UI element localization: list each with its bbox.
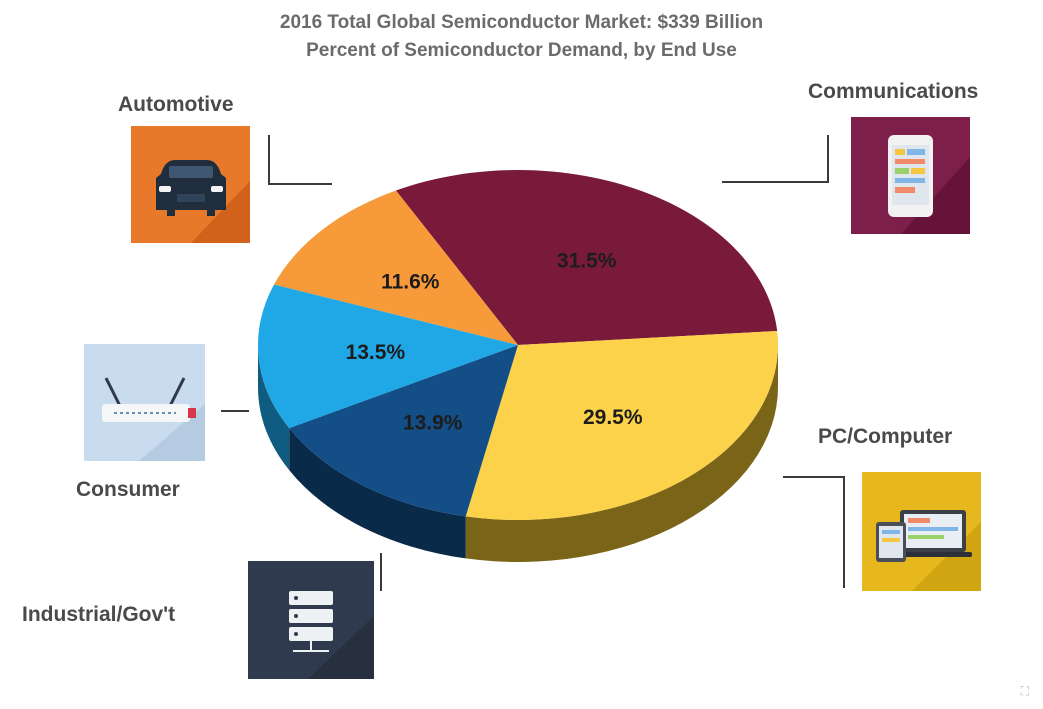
pie-value-label: 31.5% [557, 250, 617, 273]
chart-subtitle: Percent of Semiconductor Demand, by End … [306, 40, 737, 61]
industrial-connector [380, 553, 382, 591]
pie-value-label: 29.5% [583, 406, 643, 429]
label-communications: Communications [808, 80, 979, 103]
server-icon [248, 561, 374, 679]
pc-computer-connector [783, 476, 845, 588]
pie-side-pc-computer [465, 345, 779, 562]
laptop-tablet-icon [862, 472, 981, 591]
pie-value-label: 13.5% [346, 341, 406, 364]
smartphone-icon [851, 117, 970, 234]
pie-slice-communications [395, 170, 778, 345]
expand-icon[interactable]: ⛶ [1020, 684, 1029, 698]
pie-slice-pc-computer [465, 330, 779, 520]
car-icon [131, 126, 250, 243]
label-consumer: Consumer [76, 478, 180, 501]
label-industrial-govt: Industrial/Gov't [22, 603, 176, 626]
pie-slice-automotive [274, 190, 518, 345]
pie-value-label: 11.6% [381, 271, 440, 294]
chart-title: 2016 Total Global Semiconductor Market: … [279, 12, 764, 33]
consumer-connector [221, 410, 249, 412]
pie-side-industrial-gov-t [289, 428, 466, 559]
pie-value-label: 13.9% [403, 411, 463, 434]
pie-slice-consumer [258, 284, 518, 429]
pie-side-consumer [258, 345, 290, 471]
wifi-router-icon [84, 344, 205, 461]
label-automotive: Automotive [118, 93, 234, 116]
communications-connector [722, 135, 829, 183]
automotive-connector [268, 135, 332, 185]
label-pc-computer: PC/Computer [818, 425, 953, 448]
pie-slice-industrial-gov-t [289, 345, 518, 517]
